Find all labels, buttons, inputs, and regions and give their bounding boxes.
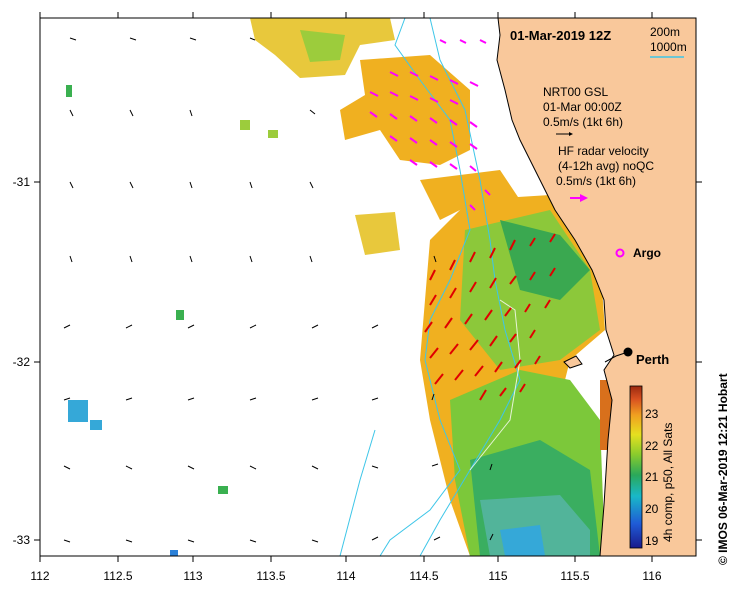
wind-vectors <box>63 37 494 543</box>
wind-source: NRT00 GSL <box>543 85 608 99</box>
isobaths <box>339 18 521 556</box>
x-tick-label: 116 <box>642 569 661 583</box>
radar-averaging: (4-12h avg) noQC <box>558 159 654 173</box>
colorbar-tick: 21 <box>645 470 659 484</box>
tick-marks <box>34 12 702 562</box>
colorbar-tick: 20 <box>645 502 659 516</box>
hf-radar-vectors-south <box>424 233 556 401</box>
perth-label: Perth <box>636 352 669 367</box>
radar-scale: 0.5m/s (1kt 6h) <box>556 174 636 188</box>
x-tick-label: 113 <box>183 569 202 583</box>
plot-frame <box>39 17 697 557</box>
isobath-legend-1000: 1000m <box>650 40 687 54</box>
land-mass <box>496 18 696 556</box>
credit-text: © IMOS 06-Mar-2019 12:21 Hobart <box>716 373 730 565</box>
x-tick-label: 112.5 <box>103 569 132 583</box>
radar-title: HF radar velocity <box>558 144 649 158</box>
x-tick-label: 115 <box>488 569 507 583</box>
colorbar-tick: 23 <box>645 407 659 421</box>
y-tick-labels: -31 -32 -33 <box>13 175 31 547</box>
argo-label: Argo <box>633 246 661 260</box>
x-tick-label: 112 <box>30 569 49 583</box>
isobath-legend: 200m 1000m <box>650 25 687 58</box>
x-tick-label: 113.5 <box>256 569 285 583</box>
argo-marker[interactable] <box>615 248 625 258</box>
wind-legend: NRT00 GSL 01-Mar 00:00Z 0.5m/s (1kt 6h) <box>543 85 623 136</box>
colorbar-tick: 19 <box>645 534 659 548</box>
x-tick-label: 115.5 <box>560 569 589 583</box>
x-tick-label: 114 <box>336 569 355 583</box>
radar-legend: HF radar velocity (4-12h avg) noQC 0.5m/… <box>556 144 654 202</box>
wind-scale: 0.5m/s (1kt 6h) <box>543 115 623 129</box>
x-tick-label: 114.5 <box>409 569 438 583</box>
colorbar: 19 20 21 22 23 4h comp, p50, All Sats <box>629 385 675 549</box>
map-title: 01-Mar-2019 12Z <box>510 28 611 43</box>
y-tick-label: -31 <box>13 175 31 189</box>
isobath-legend-200: 200m <box>650 25 680 39</box>
wind-time: 01-Mar 00:00Z <box>543 100 622 114</box>
rottnest-island <box>563 355 583 369</box>
y-tick-label: -33 <box>13 533 31 547</box>
y-tick-label: -32 <box>13 355 31 369</box>
hf-radar-vectors-north <box>369 39 491 211</box>
map-layers <box>40 18 696 556</box>
colorbar-tick: 22 <box>645 439 659 453</box>
colorbar-label: 4h comp, p50, All Sats <box>661 423 675 542</box>
x-tick-labels: 112 112.5 113 113.5 114 114.5 115 115.5 … <box>30 569 661 583</box>
